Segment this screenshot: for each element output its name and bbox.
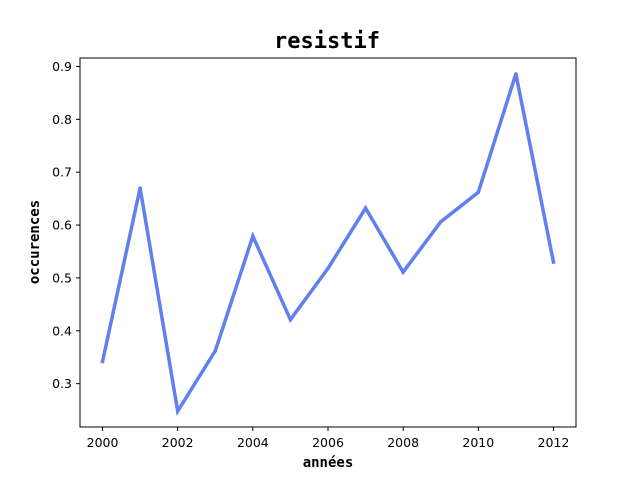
y-tick-label: 0.6	[52, 218, 72, 233]
data-point	[476, 190, 481, 195]
y-tick-label: 0.4	[52, 323, 72, 338]
data-point	[138, 186, 142, 190]
x-tick-label: 2006	[312, 435, 344, 450]
data-points	[100, 72, 556, 413]
x-tick-label: 2012	[538, 435, 570, 450]
data-point	[175, 409, 180, 413]
data-point	[100, 359, 105, 364]
data-point	[551, 260, 556, 264]
y-axis-label: occurences	[27, 200, 43, 284]
x-tick-label: 2002	[162, 435, 194, 450]
data-point	[288, 317, 293, 322]
data-point	[438, 220, 443, 224]
y-tick-label: 0.7	[52, 165, 72, 180]
x-axis: 2000 2002 2004 2006 2008 2010 2012	[87, 427, 570, 450]
y-tick-label: 0.3	[52, 376, 72, 391]
data-point	[251, 234, 255, 238]
data-point	[326, 266, 330, 271]
data-point	[363, 206, 368, 210]
y-axis: 0.3 0.4 0.5 0.6 0.7 0.8 0.9	[52, 59, 80, 391]
x-tick-label: 2008	[387, 435, 419, 450]
chart-title: resistif	[274, 29, 380, 54]
plot-area	[79, 57, 577, 428]
y-tick-label: 0.9	[52, 59, 72, 74]
x-tick-label: 2004	[237, 435, 269, 450]
data-point	[401, 270, 405, 274]
y-tick-label: 0.8	[52, 112, 72, 127]
data-point	[514, 72, 518, 76]
x-tick-label: 2010	[462, 435, 494, 450]
x-tick-label: 2000	[87, 435, 119, 450]
data-point	[213, 349, 218, 353]
x-axis-label: années	[303, 455, 354, 471]
y-tick-label: 0.5	[52, 270, 72, 285]
